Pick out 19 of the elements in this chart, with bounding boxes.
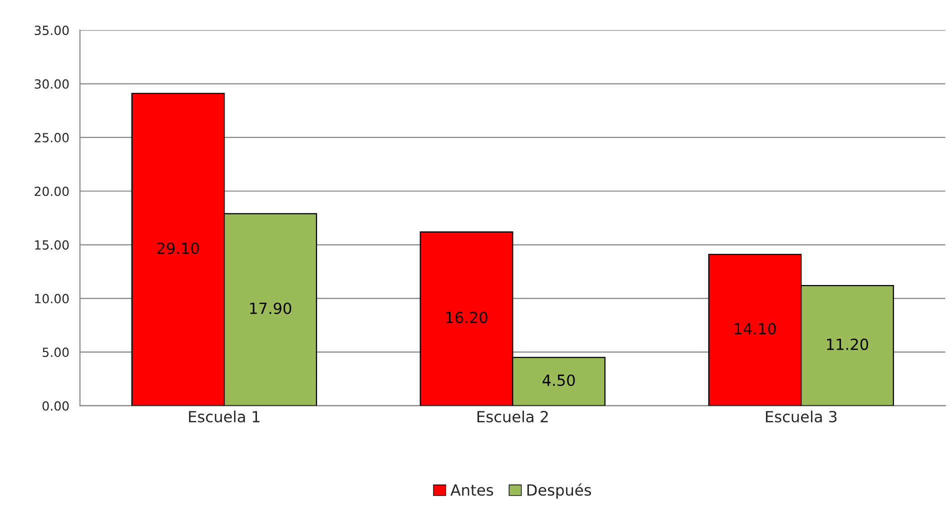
- data-label: 14.10: [734, 322, 776, 335]
- x-tick-label: Escuela 3: [766, 410, 837, 422]
- legend-label: Después: [527, 483, 592, 499]
- y-tick-label: 20.00: [34, 186, 69, 196]
- data-label: 17.90: [250, 302, 292, 314]
- y-tick-label: 35.00: [34, 26, 69, 36]
- data-label: 16.20: [446, 312, 488, 324]
- x-tick-label: Escuela 2: [478, 410, 548, 422]
- y-tick-label: 5.00: [42, 348, 69, 358]
- data-label: 11.20: [827, 338, 868, 350]
- y-tick-label: 30.00: [34, 79, 69, 89]
- x-tick-label: Escuela 1: [189, 410, 260, 422]
- data-label: 4.50: [542, 374, 575, 386]
- legend-label: Antes: [450, 484, 494, 496]
- y-tick-label: 10.00: [35, 294, 69, 304]
- data-label: 29.10: [157, 242, 199, 254]
- y-tick-label: 25.00: [34, 132, 69, 142]
- y-tick-label: 0.00: [42, 401, 69, 411]
- y-tick-label: 15.00: [35, 240, 69, 250]
